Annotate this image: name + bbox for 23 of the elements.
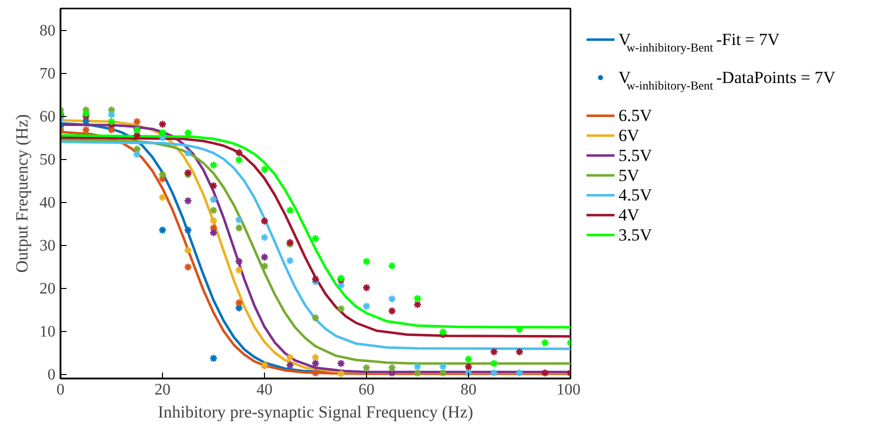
y-tick-label: 70 xyxy=(40,66,56,83)
x-tick-label: 40 xyxy=(256,382,272,398)
x-tick-label: 80 xyxy=(460,382,476,398)
y-tick-label: 10 xyxy=(40,324,56,341)
legend-label: 4V xyxy=(618,206,640,225)
y-tick-label: 60 xyxy=(40,108,56,126)
legend-label: 4.5V xyxy=(618,186,653,205)
legend-label: 6V xyxy=(618,126,640,146)
y-tick-label: 40 xyxy=(40,194,56,212)
x-tick-label: 100 xyxy=(556,382,580,398)
y-axis-title: Output Frequency (Hz) xyxy=(12,114,32,273)
y-tick-label: 0 xyxy=(48,366,56,384)
legend-label: 5.5V xyxy=(618,146,653,165)
y-tick-label: 30 xyxy=(40,238,56,255)
legend-label: 5V xyxy=(618,166,640,185)
x-tick-label: 60 xyxy=(358,382,374,398)
legend-label: 6.5V xyxy=(618,106,653,126)
y-tick-label: 80 xyxy=(40,22,56,40)
legend-label: 3.5V xyxy=(618,225,653,244)
y-tick-label: 20 xyxy=(40,280,56,298)
x-tick-label: 20 xyxy=(154,382,170,398)
x-axis-title: Inhibitory pre-synaptic Signal Frequency (Hz) xyxy=(158,402,474,422)
y-tick-label: 50 xyxy=(40,152,56,169)
